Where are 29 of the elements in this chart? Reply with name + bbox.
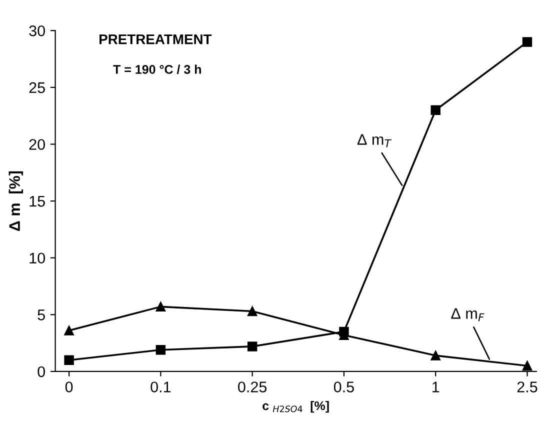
- y-tick-label: 10: [30, 252, 45, 264]
- y-tick-label: 5: [38, 310, 45, 320]
- point: [522, 37, 532, 47]
- point: [522, 360, 532, 371]
- point: [156, 345, 166, 355]
- series-label: Δ m$_{T}$: [357, 134, 392, 148]
- y-axis-title: Δ m [%]: [8, 171, 24, 231]
- y-tick-label: 15: [30, 196, 45, 207]
- y-tick-label: 20: [29, 139, 45, 150]
- x-tick-label: 0: [65, 382, 73, 392]
- point: [64, 355, 74, 365]
- text: T = 190 °C / 3 h: [113, 64, 201, 74]
- y-tick-label: 0: [38, 366, 45, 378]
- point: [247, 306, 258, 316]
- x-tick-label: 1: [432, 382, 440, 392]
- y-tick-label: 25: [29, 82, 45, 94]
- point: [64, 326, 74, 336]
- point: [430, 105, 440, 115]
- text: Δ m$_{F}$: [451, 308, 484, 322]
- y-tick-label: 30: [29, 25, 45, 36]
- point: [247, 342, 258, 352]
- chart-title: PRETREATMENT: [100, 34, 212, 44]
- point: [430, 350, 440, 360]
- x-axis-title: c $_{H2SO4}$ [%]: [262, 400, 329, 413]
- x-tick-label: 2.5: [517, 382, 538, 392]
- point: [156, 302, 166, 312]
- x-tick-label: 0.1: [150, 382, 171, 392]
- x-tick-label: 0.5: [334, 382, 354, 392]
- x-tick-label: 0.25: [238, 382, 267, 392]
